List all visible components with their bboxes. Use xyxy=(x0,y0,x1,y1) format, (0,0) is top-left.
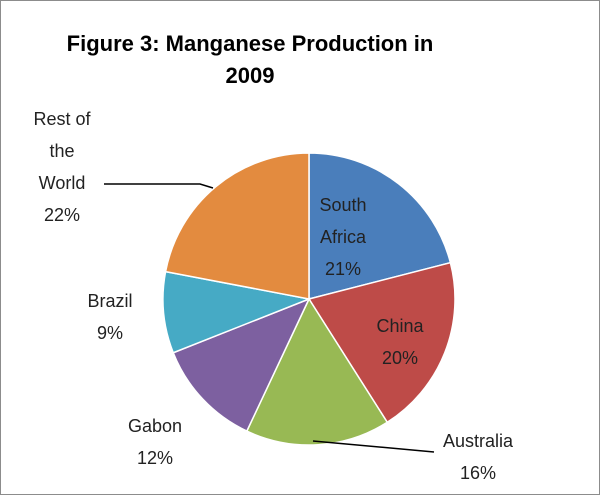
value-label: 12% xyxy=(136,448,174,468)
chart-title: Figure 3: Manganese Production in 2009 xyxy=(66,31,434,88)
value-label: 9% xyxy=(96,323,123,343)
leader-line xyxy=(104,183,214,189)
category-label: Rest of the World xyxy=(33,109,91,193)
category-label: Australia xyxy=(442,431,514,451)
value-label: 21% xyxy=(324,259,362,279)
slice-label: China 20% xyxy=(362,310,438,374)
slice-label: Brazil 9% xyxy=(72,285,148,349)
slice-label: South Africa 21% xyxy=(305,189,381,285)
pie xyxy=(162,152,456,446)
pie-slice xyxy=(162,270,312,354)
leader-line xyxy=(312,440,435,453)
value-label: 16% xyxy=(459,463,497,483)
slice-label: Gabon 12% xyxy=(117,410,193,474)
pie-slice xyxy=(307,261,456,424)
slice-label: Australia 16% xyxy=(440,425,516,489)
value-label: 20% xyxy=(381,348,419,368)
pie-slice xyxy=(164,152,310,300)
pie-slice xyxy=(245,297,389,446)
value-label: 22% xyxy=(43,205,81,225)
category-label: Gabon xyxy=(127,416,183,436)
pie-slice xyxy=(308,152,452,300)
category-label: Brazil xyxy=(87,291,133,311)
category-label: China xyxy=(376,316,424,336)
category-label: South Africa xyxy=(319,195,367,247)
slice-label: Rest of the World 22% xyxy=(24,103,100,231)
pie-slice xyxy=(172,297,311,433)
